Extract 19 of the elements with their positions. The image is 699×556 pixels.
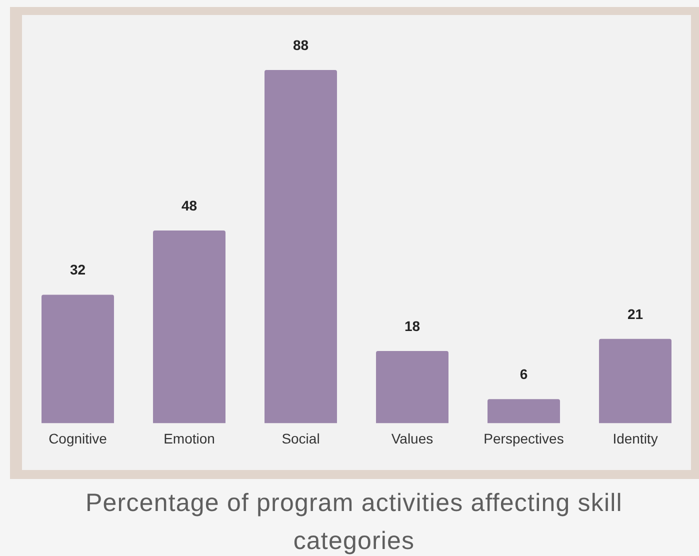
bar: [264, 70, 337, 424]
data-label: 32: [70, 262, 86, 278]
data-label: 88: [292, 36, 309, 53]
x-tick-label: Values: [391, 430, 434, 446]
x-tick-label: Identity: [612, 430, 658, 446]
text: Percentage of program activities affecting skill categories: [84, 488, 624, 556]
bar: [42, 294, 114, 424]
x-tick-label: Cognitive: [48, 430, 108, 446]
bar: [153, 230, 226, 424]
data-label: 48: [181, 197, 198, 214]
x-tick-label: Emotion: [164, 430, 215, 446]
bar: [488, 399, 560, 424]
data-label: 21: [627, 306, 644, 322]
x-tick-label: Social: [282, 430, 320, 446]
bar: [376, 350, 448, 424]
data-label: 6: [520, 366, 528, 382]
x-tick-label: Perspectives: [484, 430, 564, 446]
data-label: 18: [404, 318, 420, 334]
bar: [599, 338, 672, 424]
